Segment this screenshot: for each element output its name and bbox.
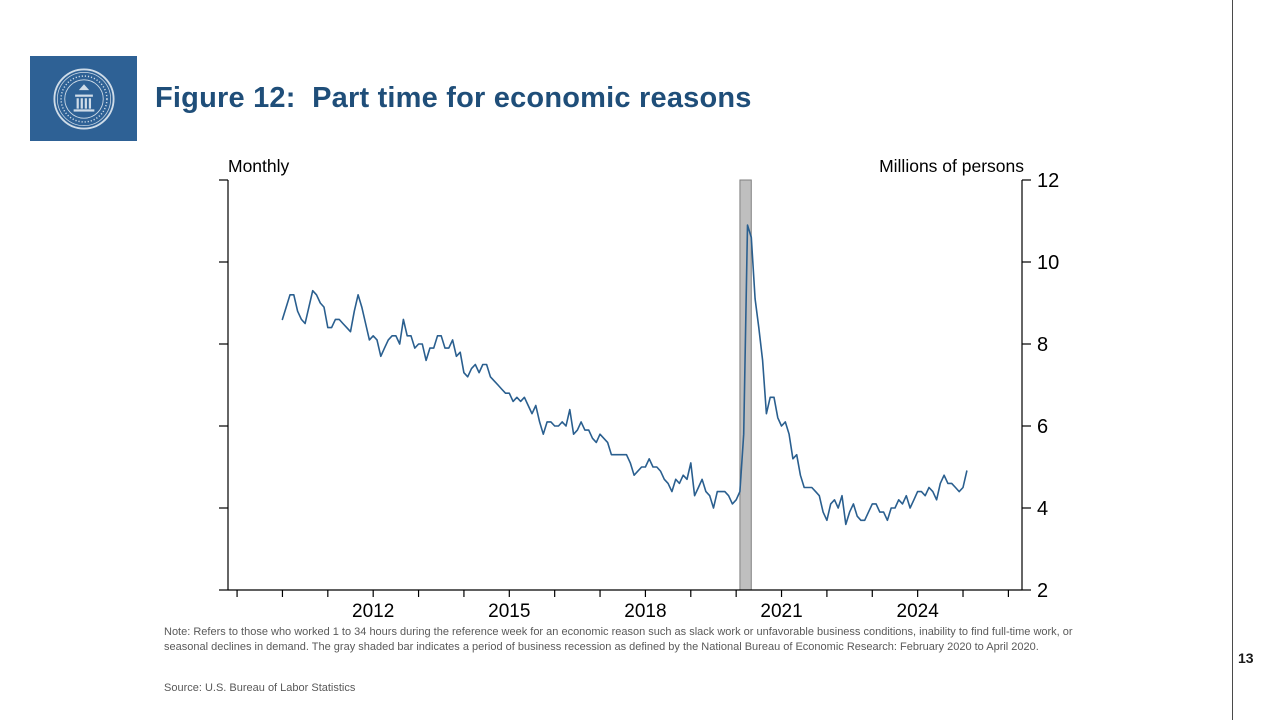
chart-unit-label: Millions of persons <box>879 156 1024 176</box>
y-tick-label: 12 <box>1037 170 1059 192</box>
x-tick-label: 2012 <box>352 601 394 622</box>
right-border-line <box>1232 0 1233 720</box>
y-tick-label: 6 <box>1037 416 1048 438</box>
federal-reserve-logo <box>30 56 137 141</box>
line-chart: 12 10 8 6 4 2 2012 2015 2018 2021 2024 <box>219 170 1059 622</box>
x-tick-label: 2015 <box>488 601 530 622</box>
recession-band <box>739 179 752 591</box>
y-tick-label: 10 <box>1037 252 1059 274</box>
federal-reserve-seal-icon <box>52 67 115 130</box>
y-tick-label: 2 <box>1037 580 1048 602</box>
y-tick-label: 4 <box>1037 498 1048 520</box>
x-tick-label: 2024 <box>897 601 940 622</box>
x-tick-label: 2018 <box>624 601 666 622</box>
data-line-part-time <box>281 224 968 526</box>
figure-title: Figure 12: Part time for economic reason… <box>155 82 752 114</box>
y-tick-label: 8 <box>1037 334 1048 356</box>
source-text: Source: U.S. Bureau of Labor Statistics <box>164 682 356 694</box>
page-number: 13 <box>1238 650 1254 666</box>
note-text: Note: Refers to those who worked 1 to 34… <box>164 626 1073 654</box>
chart-frequency-label: Monthly <box>228 156 290 176</box>
x-tick-label: 2021 <box>760 601 802 622</box>
